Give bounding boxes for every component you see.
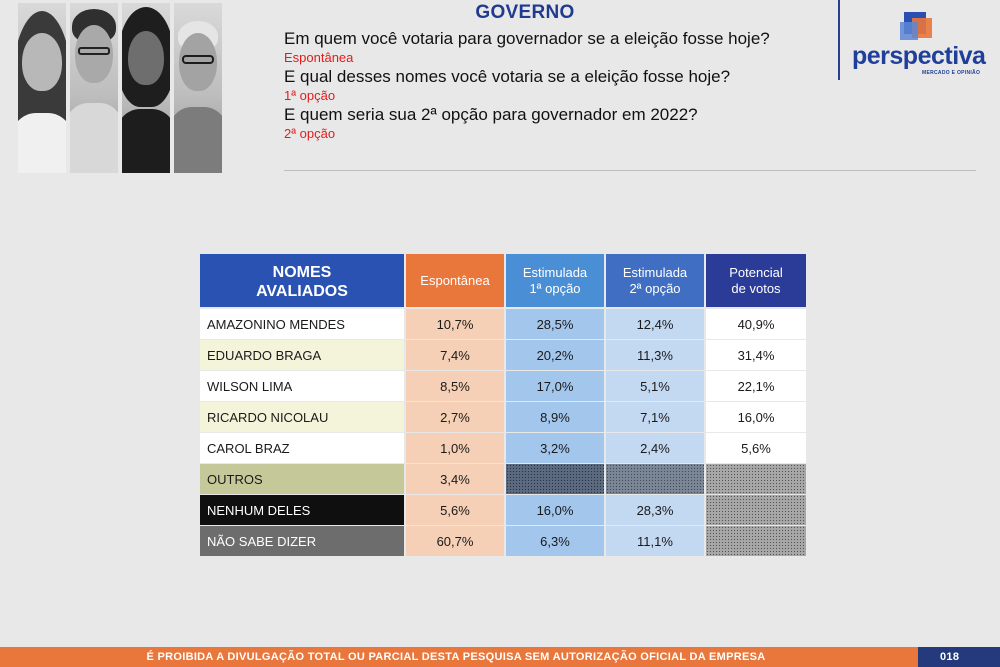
- row-name: OUTROS: [200, 464, 404, 495]
- question-1-type: Espontânea: [284, 50, 354, 65]
- header-est2-line2: 2ª opção: [629, 280, 681, 296]
- cell-espontanea: 10,7%: [406, 309, 504, 340]
- logo-wordmark: perspectiva: [852, 42, 986, 70]
- table-row: EDUARDO BRAGA 7,4% 20,2% 11,3% 31,4%: [200, 340, 806, 371]
- table-row: NÃO SABE DIZER 60,7% 6,3% 11,1%: [200, 526, 806, 557]
- cell-estimulada-1: 17,0%: [506, 371, 604, 402]
- cell-estimulada-2: 11,3%: [606, 340, 704, 371]
- row-name: RICARDO NICOLAU: [200, 402, 404, 433]
- footer-bar: É PROIBIDA A DIVULGAÇÃO TOTAL OU PARCIAL…: [0, 647, 1000, 667]
- cell-estimulada-1: 20,2%: [506, 340, 604, 371]
- header-pot-line1: Potencial: [729, 264, 783, 280]
- header-potencial: Potencial de votos: [706, 254, 806, 307]
- header-names-line2: AVALIADOS: [256, 282, 348, 300]
- portrait-woman-1: [18, 3, 66, 173]
- cell-estimulada-1: 8,9%: [506, 402, 604, 433]
- cell-not-applicable: [506, 464, 604, 495]
- cell-estimulada-2: 7,1%: [606, 402, 704, 433]
- page-number: 018: [918, 647, 1000, 667]
- cell-espontanea: 7,4%: [406, 340, 504, 371]
- cell-espontanea: 5,6%: [406, 495, 504, 526]
- table-row: OUTROS 3,4%: [200, 464, 806, 495]
- footer-notice: É PROIBIDA A DIVULGAÇÃO TOTAL OU PARCIAL…: [146, 651, 766, 663]
- header-names-line1: NOMES: [272, 263, 332, 281]
- header-estimulada-2: Estimulada 2ª opção: [606, 254, 704, 307]
- question-3: E quem seria sua 2ª opção para governado…: [284, 105, 698, 124]
- question-2: E qual desses nomes você votaria se a el…: [284, 67, 731, 86]
- table-row: WILSON LIMA 8,5% 17,0% 5,1% 22,1%: [200, 371, 806, 402]
- cell-potencial: 5,6%: [706, 433, 806, 464]
- logo-divider: [838, 0, 840, 80]
- cell-espontanea: 1,0%: [406, 433, 504, 464]
- table-header-row: NOMES AVALIADOS Espontânea Estimulada 1ª o…: [200, 254, 806, 307]
- cell-potencial: 22,1%: [706, 371, 806, 402]
- perspectiva-logo-icon: [900, 12, 932, 40]
- header-estimulada-1: Estimulada 1ª opção: [506, 254, 604, 307]
- row-name: NENHUM DELES: [200, 495, 404, 526]
- table-row: AMAZONINO MENDES 10,7% 28,5% 12,4% 40,9%: [200, 309, 806, 340]
- cell-estimulada-2: 2,4%: [606, 433, 704, 464]
- question-3-type: 2ª opção: [284, 126, 336, 141]
- header-est1-line1: Estimulada: [522, 264, 588, 280]
- table-row: RICARDO NICOLAU 2,7% 8,9% 7,1% 16,0%: [200, 402, 806, 433]
- row-name: WILSON LIMA: [200, 371, 404, 402]
- cell-estimulada-2: 12,4%: [606, 309, 704, 340]
- cell-espontanea: 8,5%: [406, 371, 504, 402]
- cell-not-applicable: [706, 495, 806, 526]
- row-name: EDUARDO BRAGA: [200, 340, 404, 371]
- portrait-blank: [226, 3, 274, 173]
- survey-questions: Em quem você votaria para governador se …: [284, 28, 844, 142]
- row-name: AMAZONINO MENDES: [200, 309, 404, 340]
- cell-not-applicable: [706, 464, 806, 495]
- row-name: NÃO SABE DIZER: [200, 526, 404, 557]
- section-title: GOVERNO: [475, 2, 575, 23]
- header-pot-line2: de votos: [731, 280, 781, 296]
- results-table: NOMES AVALIADOS Espontânea Estimulada 1ª o…: [200, 254, 806, 557]
- cell-estimulada-2: 5,1%: [606, 371, 704, 402]
- cell-not-applicable: [606, 464, 704, 495]
- header-divider: [284, 170, 976, 171]
- cell-potencial: 31,4%: [706, 340, 806, 371]
- question-2-type: 1ª opção: [284, 88, 336, 103]
- portrait-woman-2: [122, 3, 170, 173]
- table-row: NENHUM DELES 5,6% 16,0% 28,3%: [200, 495, 806, 526]
- cell-estimulada-1: 28,5%: [506, 309, 604, 340]
- cell-not-applicable: [706, 526, 806, 557]
- portrait-man-glasses: [70, 3, 118, 173]
- cell-estimulada-2: 11,1%: [606, 526, 704, 557]
- table-row: CAROL BRAZ 1,0% 3,2% 2,4% 5,6%: [200, 433, 806, 464]
- header-est2-line1: Estimulada: [622, 264, 688, 280]
- cell-estimulada-1: 16,0%: [506, 495, 604, 526]
- row-name: CAROL BRAZ: [200, 433, 404, 464]
- header-est1-line2: 1ª opção: [529, 280, 581, 296]
- cell-estimulada-2: 28,3%: [606, 495, 704, 526]
- cell-estimulada-1: 6,3%: [506, 526, 604, 557]
- cell-potencial: 40,9%: [706, 309, 806, 340]
- logo-tagline: MERCADO E OPINIÃO: [922, 70, 981, 76]
- question-1: Em quem você votaria para governador se …: [284, 29, 770, 48]
- portrait-strip: [18, 3, 274, 173]
- cell-espontanea: 60,7%: [406, 526, 504, 557]
- portrait-older-man: [174, 3, 222, 173]
- cell-espontanea: 3,4%: [406, 464, 504, 495]
- cell-espontanea: 2,7%: [406, 402, 504, 433]
- header-espontanea: Espontânea: [406, 254, 504, 307]
- cell-potencial: 16,0%: [706, 402, 806, 433]
- cell-estimulada-1: 3,2%: [506, 433, 604, 464]
- header-nomes-avaliados: NOMES AVALIADOS: [200, 254, 404, 307]
